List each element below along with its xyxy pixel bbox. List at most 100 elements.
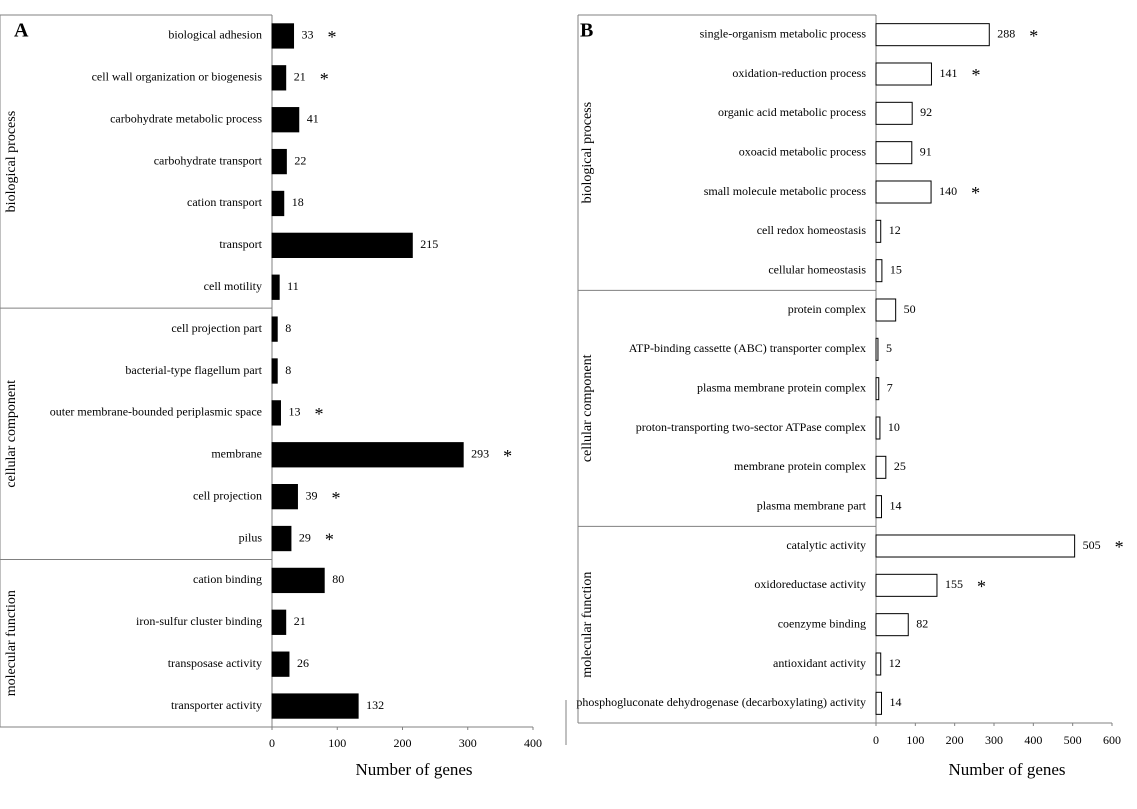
category-label: small molecule metabolic process: [704, 184, 867, 198]
bar: [875, 23, 990, 47]
value-label: 5: [886, 341, 892, 355]
category-label: plasma membrane protein complex: [697, 380, 866, 394]
bar: [875, 219, 882, 243]
x-axis-label: Number of genes: [948, 760, 1065, 779]
category-label: catalytic activity: [786, 538, 866, 552]
value-label: 8: [285, 321, 291, 335]
value-label: 21: [294, 614, 306, 628]
bar: [271, 651, 290, 677]
value-label: 26: [297, 656, 309, 670]
category-label: cell projection: [193, 488, 262, 502]
x-tick-label: 300: [459, 736, 477, 750]
category-label: cation transport: [187, 195, 263, 209]
value-label: 293: [471, 447, 489, 461]
value-label: 80: [332, 572, 344, 586]
bar: [875, 62, 932, 86]
value-label: 140: [939, 184, 957, 198]
value-label: 21: [294, 70, 306, 84]
value-label: 505: [1083, 538, 1101, 552]
bar: [271, 525, 292, 552]
category-label: bacterial-type flagellum part: [125, 363, 262, 377]
value-label: 25: [894, 459, 906, 473]
value-label: 155: [945, 577, 963, 591]
value-label: 13: [288, 405, 300, 419]
bar: [875, 298, 897, 322]
bar: [875, 180, 932, 204]
bar: [875, 691, 883, 715]
value-label: 92: [920, 105, 932, 119]
x-tick-label: 100: [328, 736, 346, 750]
value-label: 141: [939, 66, 957, 80]
value-label: 288: [997, 26, 1015, 40]
value-label: 14: [890, 498, 902, 512]
bar: [875, 652, 882, 676]
category-label: oxoacid metabolic process: [739, 144, 867, 158]
x-axis-label: Number of genes: [355, 760, 472, 779]
category-label: cell redox homeostasis: [757, 223, 867, 237]
category-label: cell motility: [204, 279, 262, 293]
category-label: oxidation-reduction process: [732, 66, 866, 80]
significance-mark: *: [971, 65, 980, 85]
x-tick-label: 0: [873, 733, 879, 747]
bar: [271, 567, 325, 594]
bar: [271, 400, 281, 426]
bar: [271, 65, 287, 91]
group-label: biological process: [580, 102, 595, 203]
value-label: 39: [305, 488, 317, 502]
significance-mark: *: [1115, 537, 1124, 557]
category-label: organic acid metabolic process: [718, 105, 866, 119]
category-label: proton-transporting two-sector ATPase co…: [636, 420, 866, 434]
bar: [271, 609, 287, 635]
x-tick-label: 400: [524, 736, 542, 750]
value-label: 215: [420, 237, 438, 251]
x-tick-label: 400: [1024, 733, 1042, 747]
x-tick-label: 500: [1064, 733, 1082, 747]
bar: [875, 613, 909, 637]
bar: [875, 377, 880, 401]
value-label: 11: [287, 279, 299, 293]
x-tick-label: 200: [394, 736, 412, 750]
category-label: cell wall organization or biogenesis: [92, 70, 263, 84]
bar: [271, 23, 295, 49]
category-label: membrane protein complex: [734, 459, 866, 473]
significance-mark: *: [328, 27, 337, 47]
bar: [875, 337, 879, 361]
group-label: cellular component: [580, 354, 595, 462]
bar: [271, 484, 298, 510]
value-label: 29: [299, 530, 311, 544]
value-label: 12: [889, 223, 901, 237]
bar: [271, 274, 280, 300]
group-label: cellular component: [4, 380, 19, 488]
bar: [271, 442, 464, 468]
significance-mark: *: [977, 576, 986, 596]
bar: [875, 455, 887, 479]
category-label: pilus: [239, 530, 263, 544]
category-label: biological adhesion: [168, 28, 262, 42]
x-tick-label: 600: [1103, 733, 1121, 747]
bar: [875, 495, 883, 519]
bar: [875, 534, 1076, 558]
x-tick-label: 200: [946, 733, 964, 747]
category-label: single-organism metabolic process: [700, 26, 867, 40]
value-label: 14: [890, 695, 902, 709]
bar: [875, 101, 913, 125]
value-label: 18: [292, 195, 304, 209]
category-label: transporter activity: [171, 698, 262, 712]
value-label: 7: [887, 380, 893, 394]
value-label: 33: [302, 28, 314, 42]
significance-mark: *: [1029, 26, 1038, 46]
value-label: 15: [890, 262, 902, 276]
category-label: carbohydrate metabolic process: [110, 111, 262, 125]
x-tick-label: 0: [269, 736, 275, 750]
significance-mark: *: [314, 404, 323, 424]
bar: [271, 316, 278, 342]
category-label: carbohydrate transport: [154, 153, 263, 167]
value-label: 132: [366, 698, 384, 712]
bar: [875, 416, 881, 440]
bar: [875, 259, 883, 283]
category-label: outer membrane-bounded periplasmic space: [50, 405, 262, 419]
x-tick-label: 300: [985, 733, 1003, 747]
category-label: oxidoreductase activity: [754, 577, 866, 591]
